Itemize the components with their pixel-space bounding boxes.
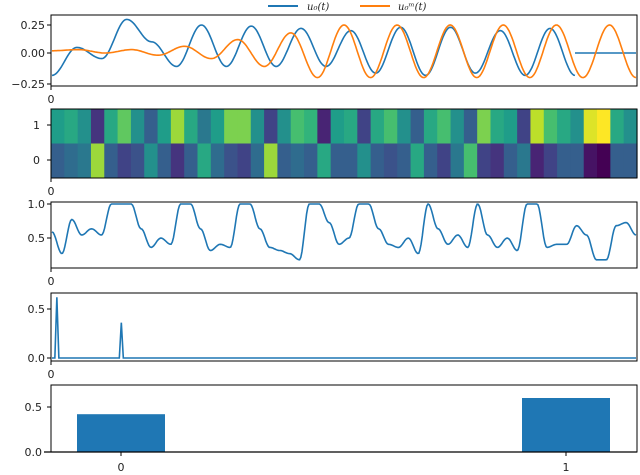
p3-xtick-0: 0 (48, 275, 55, 288)
p4-ytick-0.5: 0.5 (28, 303, 46, 316)
series-u0m (52, 24, 637, 79)
p3-ytick-0.5: 0.5 (28, 232, 46, 245)
series-panel-3 (51, 202, 637, 261)
p5-ytick-0.5: 0.5 (25, 401, 43, 414)
legend-label-u0m: u₀ᵐ(t) (398, 2, 427, 13)
panel-2-heatmap: 1 0 0 (33, 108, 638, 198)
panel-5-bar-chart: 0.5 0.0 0 1 (25, 384, 638, 474)
p5-xtick-1: 1 (563, 461, 570, 474)
p4-xtick-0: 0 (48, 368, 55, 381)
panel-3-line-plot: 1.0 0.5 0 (28, 198, 638, 288)
p1-xtick-0: 0 (48, 93, 55, 106)
series-panel-4 (52, 297, 636, 359)
bar-0 (77, 414, 165, 452)
p2-xtick-0: 0 (48, 185, 55, 198)
p1-ytick-neg0.25: −0.25 (11, 78, 45, 91)
bar-1 (522, 398, 610, 452)
legend-label-u0: u₀(t) (307, 2, 329, 13)
panel-4-line-plot: 0.5 0.0 0 (28, 292, 638, 381)
legend: u₀(t) u₀ᵐ(t) (268, 2, 427, 13)
p1-ytick-0.25: 0.25 (21, 19, 46, 32)
series-u0 (51, 18, 576, 77)
p5-xtick-0: 0 (118, 461, 125, 474)
p3-ytick-1.0: 1.0 (28, 198, 46, 211)
p5-ytick-0.0: 0.0 (25, 446, 43, 459)
p2-ytick-1: 1 (33, 119, 40, 132)
p4-ytick-0.0: 0.0 (28, 352, 46, 365)
p2-ytick-0: 0 (33, 154, 40, 167)
panel-1-line-plot: 0.25 0.00 −0.25 0 (11, 14, 638, 106)
p1-ytick-0.00: 0.00 (21, 47, 46, 60)
